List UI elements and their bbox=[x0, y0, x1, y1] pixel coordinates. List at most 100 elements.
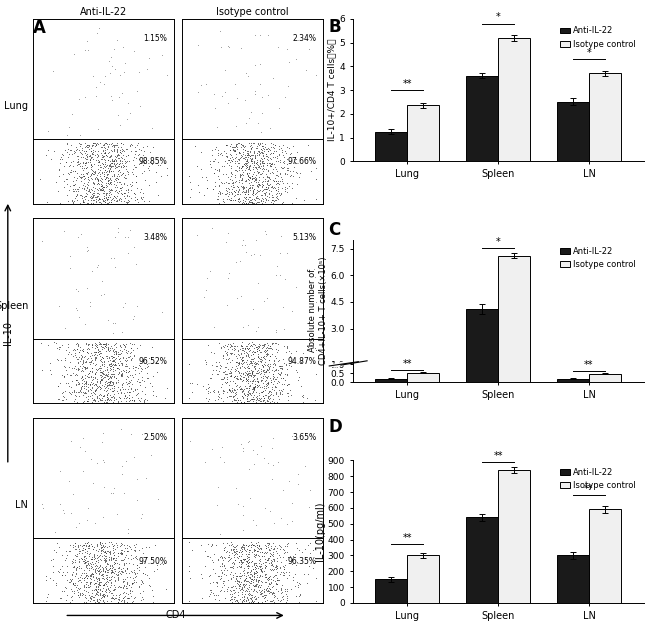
Point bbox=[98, 182, 108, 192]
Point bbox=[100, 547, 110, 557]
Point bbox=[82, 152, 92, 162]
Point bbox=[244, 380, 255, 390]
Point bbox=[238, 236, 248, 246]
Point bbox=[80, 557, 90, 567]
Point bbox=[79, 386, 90, 396]
Point bbox=[260, 190, 270, 200]
Point bbox=[120, 588, 131, 598]
Point bbox=[126, 550, 136, 560]
Point bbox=[105, 164, 115, 174]
Point bbox=[214, 595, 225, 605]
Point bbox=[263, 144, 274, 154]
Point bbox=[58, 161, 69, 171]
Point bbox=[256, 559, 266, 569]
Point bbox=[96, 341, 107, 351]
Point bbox=[113, 161, 124, 171]
Point bbox=[132, 495, 142, 505]
Point bbox=[138, 397, 149, 407]
Point bbox=[83, 391, 94, 401]
Point bbox=[256, 195, 266, 205]
Point bbox=[105, 582, 115, 592]
Point bbox=[227, 177, 238, 187]
Point bbox=[276, 384, 286, 394]
Point bbox=[229, 165, 240, 175]
Point bbox=[114, 340, 125, 350]
Point bbox=[75, 553, 86, 563]
Point bbox=[99, 542, 109, 552]
Point bbox=[241, 187, 252, 197]
Point bbox=[81, 347, 92, 357]
Point bbox=[86, 198, 97, 208]
Point bbox=[227, 362, 237, 372]
Point bbox=[133, 138, 144, 148]
Point bbox=[109, 179, 119, 189]
Point bbox=[289, 162, 300, 172]
Point bbox=[65, 146, 75, 156]
Point bbox=[133, 374, 144, 384]
Point bbox=[232, 571, 242, 582]
Point bbox=[137, 194, 148, 204]
Point bbox=[229, 593, 239, 604]
Point bbox=[263, 389, 273, 399]
Point bbox=[98, 339, 109, 349]
Point bbox=[96, 374, 107, 384]
Point bbox=[133, 369, 144, 379]
Point bbox=[136, 543, 147, 553]
Point bbox=[104, 555, 114, 565]
Point bbox=[79, 582, 89, 592]
Point bbox=[99, 78, 109, 89]
Point bbox=[81, 338, 91, 349]
Point bbox=[232, 373, 242, 383]
Point bbox=[254, 353, 264, 363]
Point bbox=[148, 371, 158, 381]
Point bbox=[67, 573, 77, 583]
Point bbox=[209, 386, 219, 396]
Point bbox=[264, 185, 274, 195]
Point bbox=[129, 572, 140, 582]
Point bbox=[240, 368, 251, 378]
Point bbox=[78, 374, 88, 384]
Point bbox=[81, 384, 91, 394]
Point bbox=[271, 389, 281, 399]
Point bbox=[103, 541, 114, 551]
Point bbox=[213, 195, 224, 205]
Point bbox=[238, 553, 248, 563]
Point bbox=[292, 168, 302, 178]
Point bbox=[81, 162, 92, 172]
Point bbox=[124, 568, 134, 578]
Point bbox=[136, 392, 146, 403]
Point bbox=[73, 576, 84, 586]
Point bbox=[113, 567, 124, 577]
Point bbox=[233, 163, 244, 173]
Point bbox=[109, 360, 119, 370]
Point bbox=[91, 374, 101, 384]
Point bbox=[258, 180, 268, 190]
Point bbox=[254, 148, 265, 158]
Point bbox=[261, 149, 271, 160]
Point bbox=[273, 183, 283, 193]
Point bbox=[99, 139, 109, 149]
Point bbox=[54, 394, 64, 404]
Point bbox=[213, 555, 224, 565]
Point bbox=[265, 571, 275, 582]
Bar bbox=[557, 379, 589, 382]
Point bbox=[244, 338, 254, 349]
Point bbox=[90, 518, 100, 528]
Point bbox=[270, 364, 281, 374]
Point bbox=[73, 590, 83, 600]
Point bbox=[64, 347, 74, 357]
Point bbox=[239, 348, 250, 358]
Point bbox=[100, 538, 110, 548]
Point bbox=[214, 186, 225, 196]
Text: IL-10: IL-10 bbox=[3, 321, 13, 345]
Point bbox=[242, 556, 252, 566]
Point bbox=[244, 168, 254, 178]
Point bbox=[116, 544, 127, 555]
Point bbox=[254, 338, 265, 349]
Point bbox=[72, 190, 82, 200]
Point bbox=[266, 588, 277, 598]
Point bbox=[77, 355, 88, 365]
Point bbox=[268, 152, 278, 162]
Point bbox=[254, 179, 265, 189]
Point bbox=[122, 546, 132, 556]
